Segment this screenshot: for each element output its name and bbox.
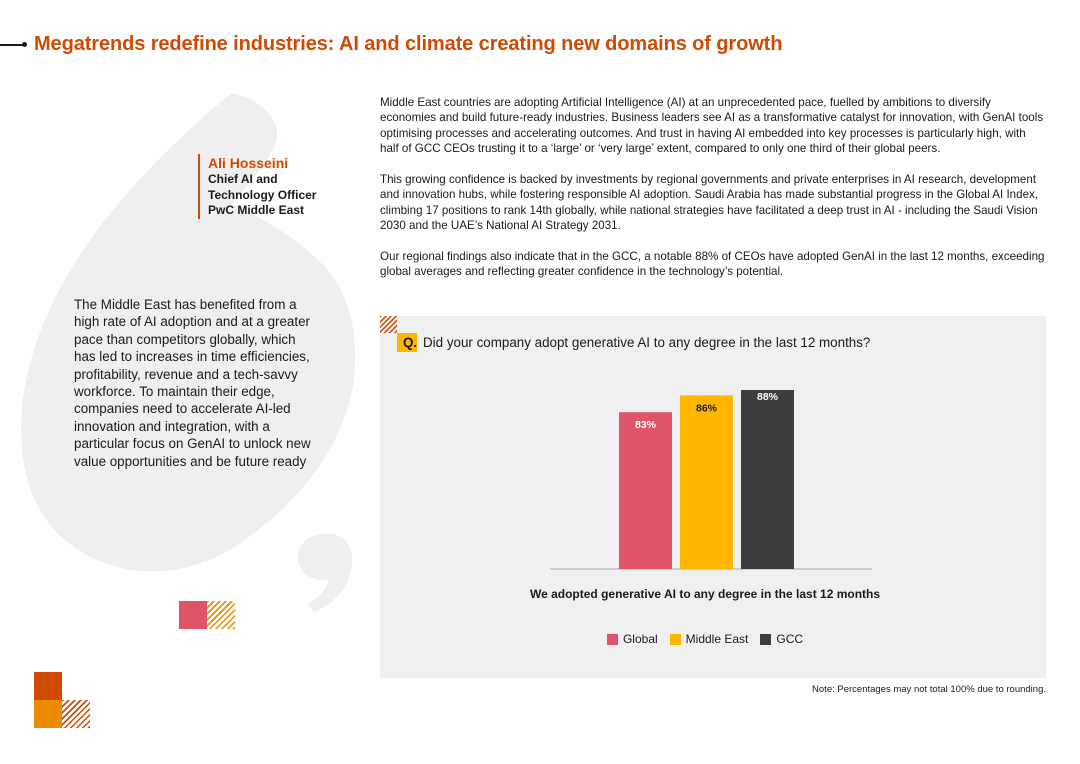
data-label-global: 83%	[635, 419, 657, 431]
decorative-hatch-red	[62, 700, 90, 728]
legend-item-gcc: GCC	[760, 632, 803, 646]
decorative-block-pink	[179, 601, 207, 629]
body-text: Middle East countries are adopting Artif…	[380, 95, 1046, 295]
legend-label-middle-east: Middle East	[685, 632, 749, 646]
body-paragraph-2: This growing confidence is backed by inv…	[380, 173, 1039, 233]
speaker-card: Ali Hosseini Chief AI and Technology Off…	[198, 154, 378, 219]
data-label-middle-east: 86%	[696, 402, 718, 414]
speaker-role-line-3: PwC Middle East	[208, 203, 305, 217]
legend-swatch-middle-east	[669, 633, 681, 645]
quote-mark-icon	[21, 93, 356, 572]
speaker-role-line-2: Technology Officer	[208, 187, 317, 202]
rounding-note: Note: Percentages may not total 100% due…	[812, 684, 1046, 695]
legend-item-middle-east: Middle East	[669, 632, 749, 646]
body-paragraph-1: Middle East countries are adopting Artif…	[380, 96, 1044, 156]
page-title: Megatrends redefine industries: AI and c…	[34, 33, 783, 55]
decorative-hatch-orange	[207, 601, 235, 629]
legend-label-gcc: GCC	[776, 632, 804, 646]
header-rule-dot	[22, 42, 27, 47]
chart-legend: Global Middle East GCC	[380, 632, 1030, 646]
data-label-gcc: 88%	[757, 391, 779, 403]
chart-panel-hatch	[380, 316, 397, 333]
legend-item-global: Global	[606, 632, 658, 646]
speaker-role-line-1: Chief AI and	[208, 172, 278, 186]
chart-category-label: We adopted generative AI to any degree i…	[529, 587, 881, 601]
legend-swatch-gcc	[760, 633, 772, 645]
bar-gcc	[741, 390, 794, 569]
question-mark-label: Q.	[397, 333, 417, 352]
pull-quote: The Middle East has benefited from a hig…	[74, 297, 311, 469]
bar-middle-east	[680, 395, 733, 569]
header-rule	[0, 44, 24, 46]
decorative-block-orange	[34, 700, 62, 728]
question-text: Did your company adopt generative AI to …	[423, 335, 871, 350]
quote-mark-small-icon	[298, 533, 353, 612]
speaker-name: Ali Hosseini	[208, 155, 289, 171]
legend-swatch-global	[606, 633, 618, 645]
decorative-block-red	[34, 672, 62, 700]
body-paragraph-3: Our regional findings also indicate that…	[380, 250, 1045, 279]
bar-global	[619, 412, 672, 569]
legend-label-global: Global	[622, 632, 658, 646]
bar-chart: 83% 86% 88%	[550, 390, 872, 570]
